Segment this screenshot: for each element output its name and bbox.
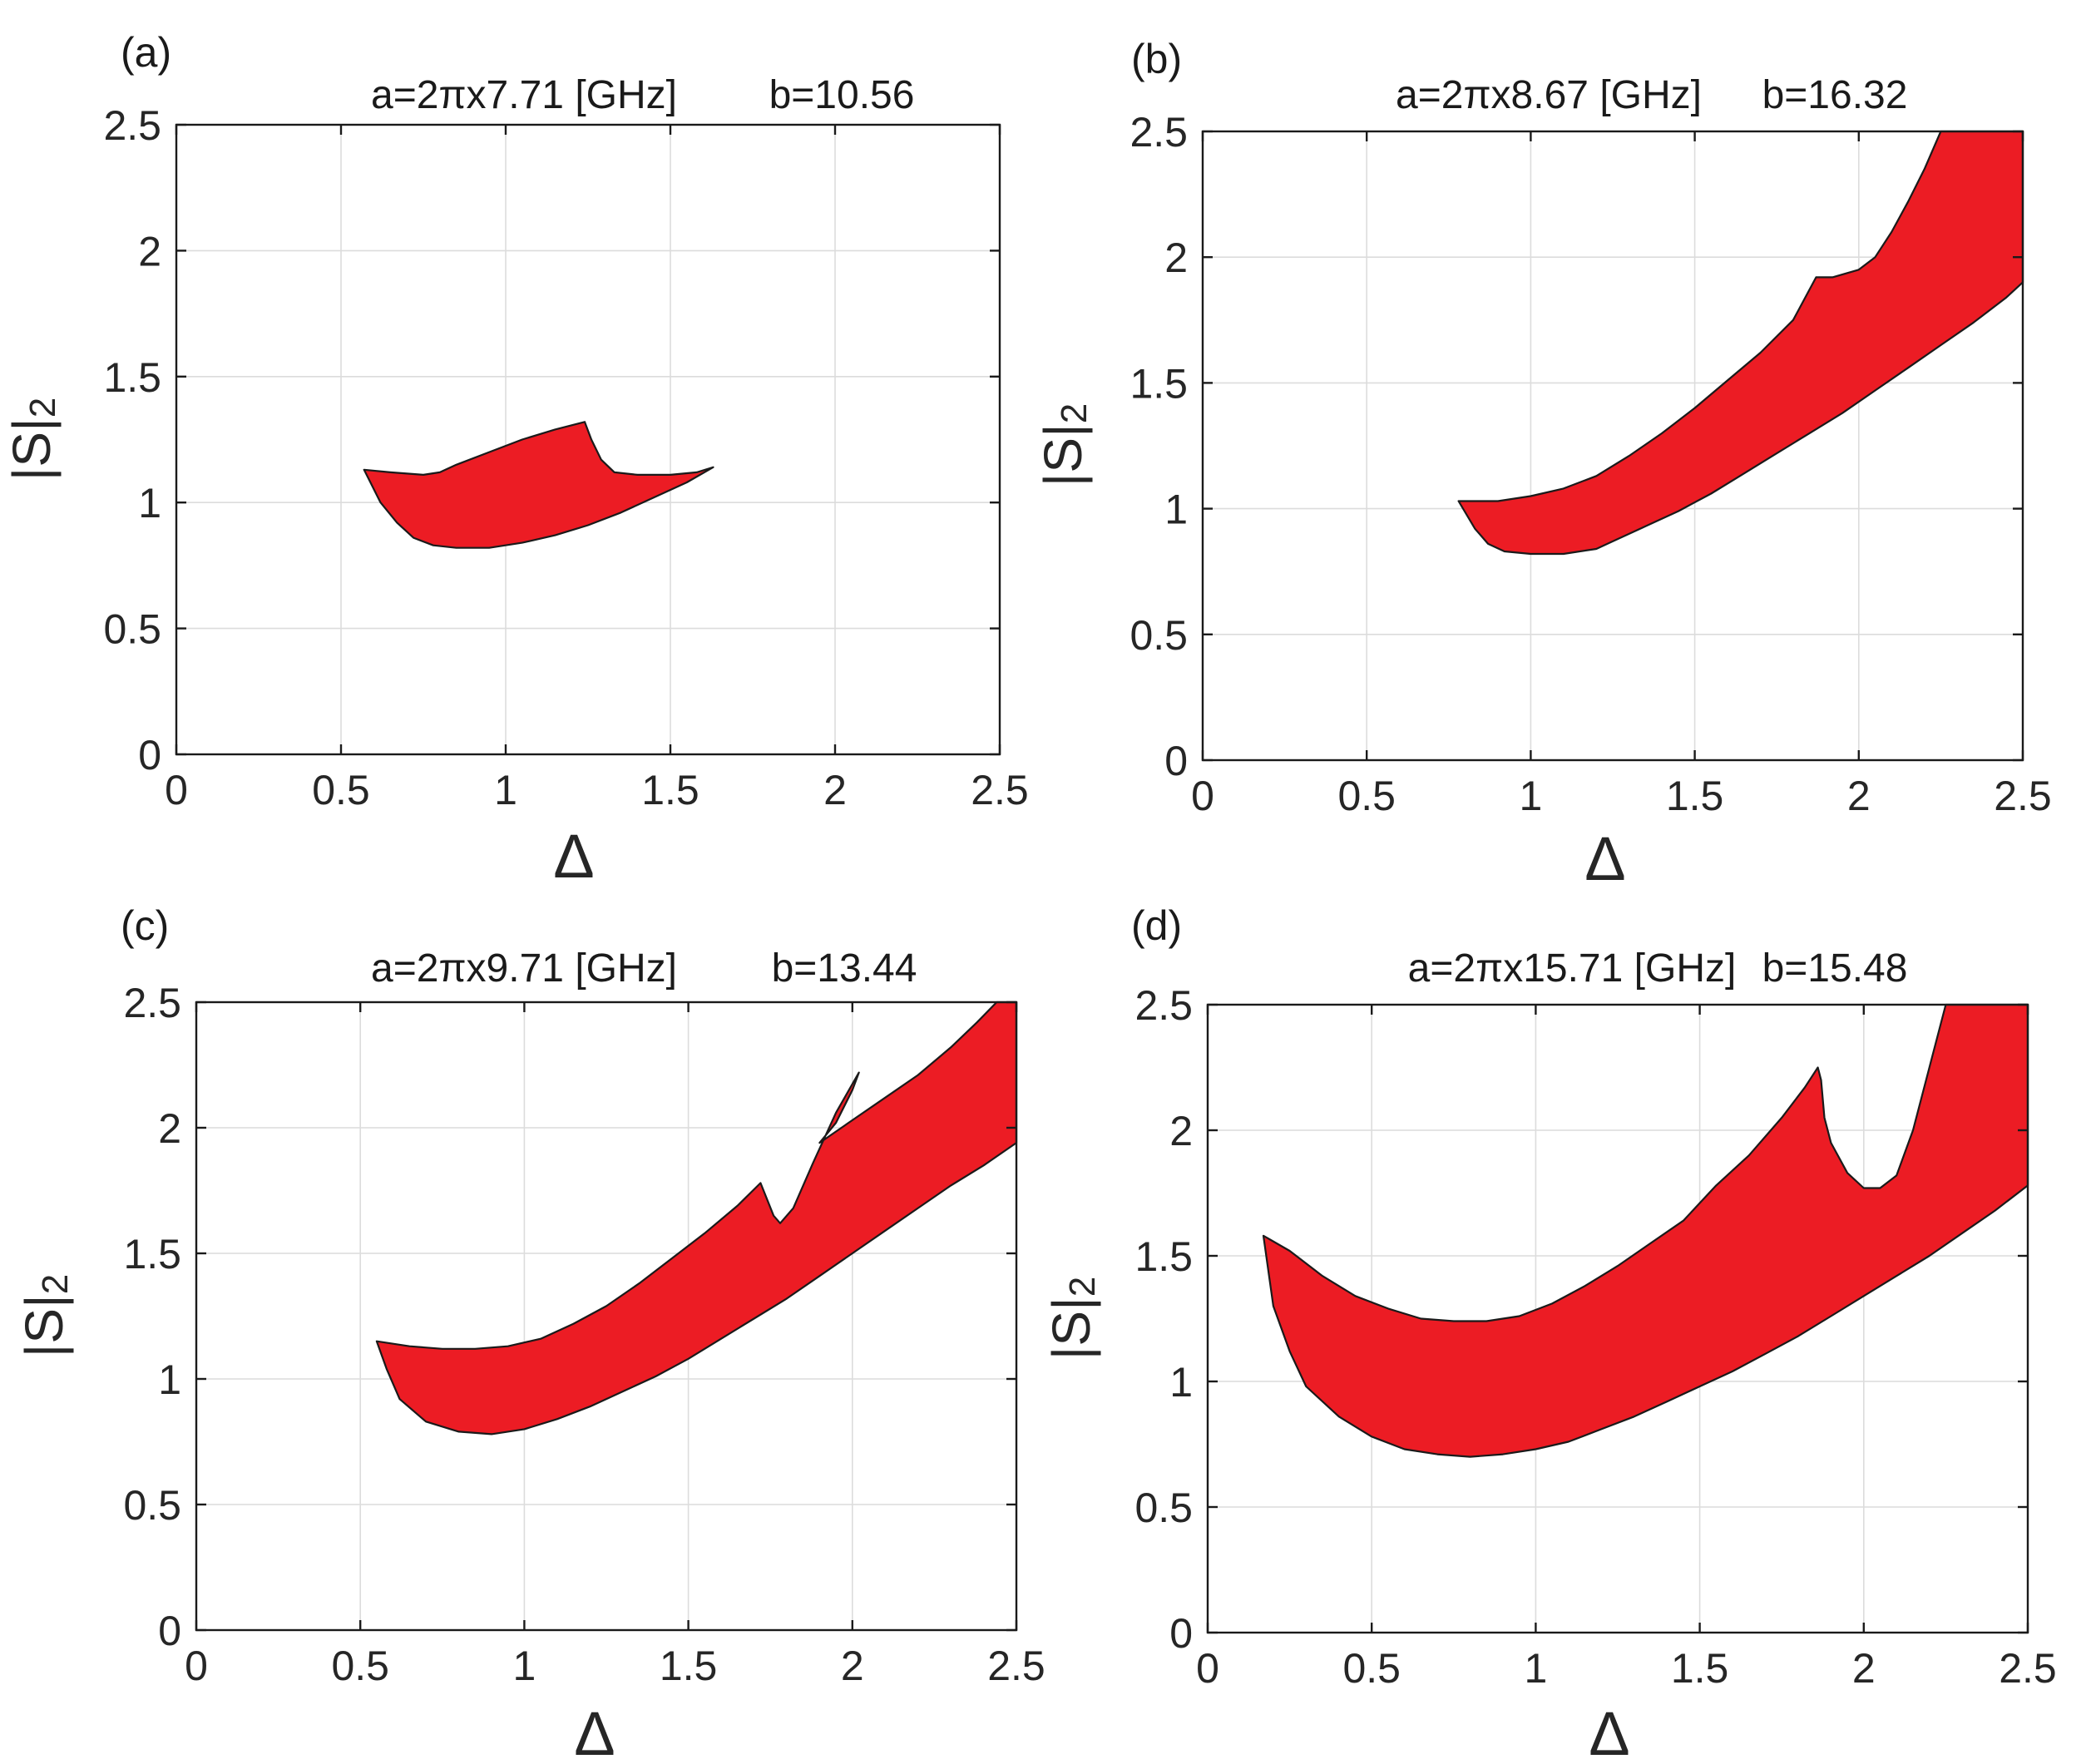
panel-letter-d: (d) — [1131, 902, 1182, 949]
y-axis-label-c: |S|2 — [14, 1274, 76, 1357]
panel-d: 0 0.5 1 1.5 2 2.5 0 0.5 1 1.5 2 2.5 (d) a=2πx15.71 [G… — [1041, 902, 2057, 1764]
y-tick-label-a: 2.5 — [103, 102, 161, 149]
panel-letter-b: (b) — [1131, 36, 1182, 82]
x-tick-label-c: 0.5 — [331, 1643, 389, 1689]
x-tick-label-b: 0 — [1191, 773, 1214, 819]
x-tick-label-a: 2.5 — [971, 767, 1029, 813]
y-tick-label-d: 0.5 — [1134, 1485, 1193, 1531]
y-tick-label-a: 0.5 — [103, 606, 161, 653]
y-axis-label-b: |S|2 — [1033, 403, 1095, 487]
y-tick-label-d: 2.5 — [1134, 982, 1193, 1029]
x-tick-label-d: 0.5 — [1342, 1645, 1401, 1692]
x-tick-label-c: 1.5 — [660, 1643, 718, 1689]
x-tick-label-b: 0.5 — [1337, 773, 1396, 819]
panel-letter-c: (c) — [121, 902, 169, 949]
title-a-b: a=2πx8.67 [GHz] — [1396, 73, 1702, 117]
y-tick-label-c: 0 — [158, 1608, 181, 1654]
region-d — [1262, 1003, 2029, 1458]
x-tick-label-d: 0 — [1196, 1645, 1219, 1692]
x-tick-label-d: 2.5 — [1999, 1645, 2057, 1692]
y-tick-label-d: 2 — [1169, 1108, 1193, 1154]
y-tick-label-a: 0 — [138, 732, 161, 778]
x-axis-label-d: Δ — [1589, 1699, 1629, 1764]
region-c — [375, 1001, 1018, 1435]
y-tick-label-b: 2.5 — [1130, 109, 1188, 156]
panel-b: 0 0.5 1 1.5 2 2.5 0 0.5 1 1.5 2 2.5 (b) a=2πx8.67 [GH… — [1033, 36, 2052, 893]
panel-letter-a: (a) — [121, 29, 171, 76]
y-axis-label-d: |S|2 — [1041, 1277, 1103, 1360]
y-tick-label-a: 1.5 — [103, 354, 161, 401]
y-tick-label-a: 2 — [138, 228, 161, 274]
panel-c: 0 0.5 1 1.5 2 2.5 0 0.5 1 1.5 2 2.5 (c) a=2πx9.71 [GH… — [14, 902, 1045, 1764]
title-b-c: b=13.44 — [772, 946, 917, 991]
x-tick-label-d: 1.5 — [1671, 1645, 1729, 1692]
region-a — [363, 421, 714, 549]
y-tick-label-c: 1 — [158, 1356, 181, 1403]
x-tick-label-a: 0 — [165, 767, 188, 813]
title-a-a: a=2πx7.71 [GHz] — [371, 73, 677, 117]
title-b-b: b=16.32 — [1762, 73, 1908, 117]
x-tick-label-c: 2.5 — [987, 1643, 1045, 1689]
x-tick-label-a: 0.5 — [312, 767, 370, 813]
y-tick-label-c: 0.5 — [123, 1482, 181, 1529]
y-tick-label-b: 2 — [1164, 235, 1188, 281]
title-b-a: b=10.56 — [769, 73, 915, 117]
axes-box-c — [195, 1001, 1018, 1632]
y-tick-label-c: 2.5 — [123, 980, 181, 1026]
x-tick-label-b: 1.5 — [1666, 773, 1724, 819]
title-b-d: b=15.48 — [1762, 946, 1908, 991]
axes-box-b — [1201, 130, 2024, 762]
x-tick-label-a: 1.5 — [641, 767, 699, 813]
axes-box-a — [175, 123, 1001, 756]
y-tick-label-b: 0.5 — [1130, 612, 1188, 659]
x-tick-label-d: 2 — [1852, 1645, 1876, 1692]
x-tick-label-b: 2 — [1847, 773, 1871, 819]
x-tick-label-a: 2 — [823, 767, 847, 813]
x-tick-label-b: 1 — [1519, 773, 1542, 819]
y-tick-label-b: 1.5 — [1130, 360, 1188, 407]
y-tick-label-c: 1.5 — [123, 1231, 181, 1277]
x-tick-label-c: 0 — [185, 1643, 208, 1689]
x-tick-label-d: 1 — [1524, 1645, 1547, 1692]
x-tick-label-b: 2.5 — [1994, 773, 2052, 819]
y-tick-label-d: 1.5 — [1134, 1233, 1193, 1280]
y-tick-label-a: 1 — [138, 480, 161, 526]
x-axis-label-a: Δ — [553, 822, 594, 891]
y-tick-label-d: 1 — [1169, 1359, 1193, 1406]
panel-a: 0 0.5 1 1.5 2 2.5 0 0.5 1 1.5 2 2.5 (a) a=2πx7.71 [GH… — [2, 29, 1029, 891]
title-a-d: a=2πx15.71 [GHz] — [1408, 946, 1737, 991]
axes-box-d — [1206, 1003, 2029, 1634]
x-axis-label-b: Δ — [1584, 824, 1625, 893]
plot-area-b — [1203, 131, 2023, 760]
y-axis-label-a: |S|2 — [2, 398, 63, 481]
y-tick-label-d: 0 — [1169, 1610, 1193, 1657]
x-axis-label-c: Δ — [574, 1699, 615, 1764]
title-a-c: a=2πx9.71 [GHz] — [371, 946, 677, 991]
x-tick-label-a: 1 — [494, 767, 517, 813]
x-tick-label-c: 1 — [512, 1643, 536, 1689]
y-tick-label-c: 2 — [158, 1105, 181, 1152]
x-tick-label-c: 2 — [841, 1643, 864, 1689]
y-tick-label-b: 1 — [1164, 487, 1188, 533]
y-tick-label-b: 0 — [1164, 738, 1188, 784]
